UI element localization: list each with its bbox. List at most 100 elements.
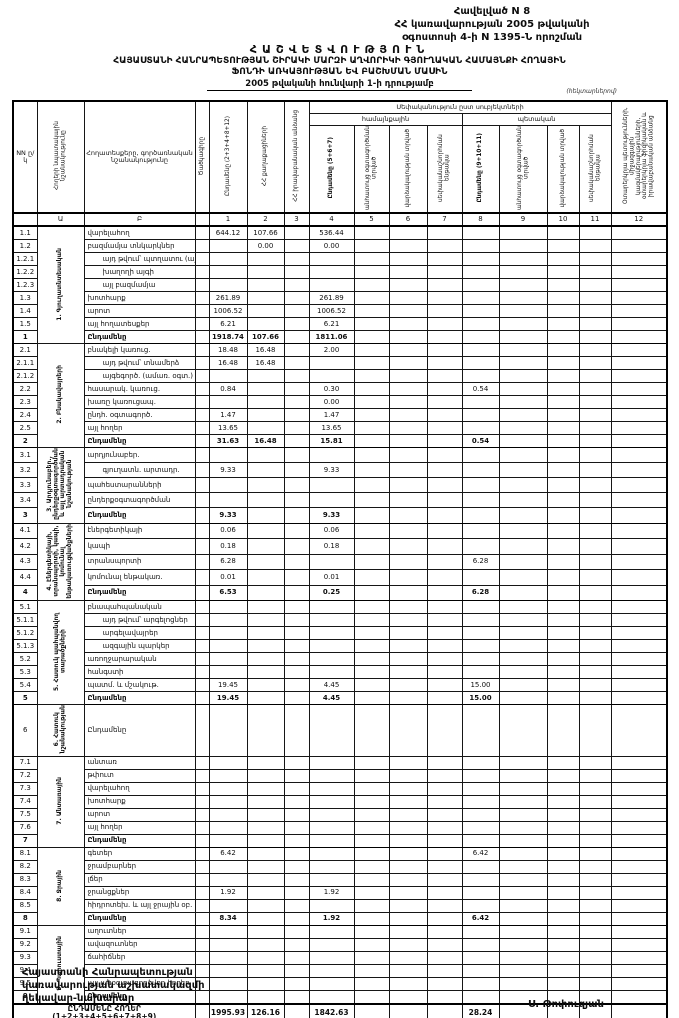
value-cell-c7 — [426, 225, 463, 241]
group-header-ownership: Սեփականություն ըստ սուբյեկտների — [308, 100, 612, 114]
value-cell-c4 — [308, 477, 355, 494]
value-cell-c11 — [578, 808, 612, 823]
value-cell-c3 — [283, 782, 310, 797]
col-number-c11: 11 — [578, 212, 612, 228]
value-cell-c12 — [610, 873, 668, 888]
row-number: 2.1 — [12, 343, 38, 358]
value-cell-c1: 0.18 — [208, 538, 248, 555]
row-number: 5.3 — [12, 665, 38, 680]
value-cell-c5 — [353, 795, 390, 810]
value-cell-c2 — [246, 507, 285, 524]
col-number-landtype: Բ — [83, 212, 196, 228]
value-cell-c5 — [353, 626, 390, 641]
code-cell — [194, 756, 210, 771]
row-number: 8.1 — [12, 847, 38, 862]
table-row: 8.4 ջրանցքներ 1.92 1.92 — [12, 886, 668, 901]
value-cell-c5 — [353, 569, 390, 586]
row-number: 5.2 — [12, 652, 38, 667]
value-cell-c7 — [426, 395, 463, 410]
section-label: 8. Ջրային — [36, 847, 85, 927]
value-cell-c12 — [610, 421, 668, 436]
value-cell-c6 — [388, 304, 428, 319]
value-cell-c8 — [461, 356, 500, 371]
grand-total-c6 — [388, 1003, 428, 1018]
value-cell-c11 — [578, 626, 612, 641]
value-cell-c7 — [426, 421, 463, 436]
value-cell-c5 — [353, 434, 390, 449]
value-cell-c6 — [388, 330, 428, 345]
value-cell-c9 — [498, 834, 548, 849]
value-cell-c8 — [461, 278, 500, 293]
signature-name: Ս. Թոփուզյան — [528, 999, 604, 1010]
value-cell-c5 — [353, 769, 390, 784]
value-cell-c6 — [388, 522, 428, 540]
row-number: 9.3 — [12, 951, 38, 966]
table-row: 8.3 լճեր — [12, 873, 668, 888]
value-cell-c4 — [308, 795, 355, 810]
value-cell-c11 — [578, 756, 612, 771]
signatory-title-block: Հայաստանի Հանրապետության կառավարության ա… — [22, 966, 205, 1005]
value-cell-c2: 16.48 — [246, 343, 285, 358]
col-header-c11: սեփականաշնորհման ենթակա — [578, 125, 612, 214]
row-number: 9.5 — [12, 977, 38, 992]
page-title: ՀԱՇՎԵՏՎՈՒԹՅՈՒՆ — [249, 43, 430, 56]
value-cell-c8 — [461, 343, 500, 358]
value-cell-c3 — [283, 691, 310, 706]
value-cell-c5 — [353, 447, 390, 464]
value-cell-c6 — [388, 382, 428, 397]
value-cell-c8 — [461, 522, 500, 540]
value-cell-c1 — [208, 899, 248, 914]
col-header-purpose: Հողերի նպատակային նշանակությունը — [36, 100, 85, 214]
value-cell-c3 — [283, 600, 310, 615]
value-cell-c2 — [246, 665, 285, 680]
value-cell-c7 — [426, 239, 463, 254]
value-cell-c1 — [208, 938, 248, 953]
value-cell-c5 — [353, 600, 390, 615]
value-cell-c5 — [353, 584, 390, 602]
grand-total-c8: 28.24 — [461, 1003, 500, 1018]
section-label: 6. Հատուկ նշանակության — [36, 704, 85, 758]
value-cell-c8 — [461, 834, 500, 849]
value-cell-c7 — [426, 538, 463, 555]
row-label: հասարակ. կառուց. — [83, 382, 196, 397]
table-row: 5 Ընդամենը 19.45 4.45 15.00 — [12, 691, 668, 706]
table-row: 3 Ընդամենը 9.33 9.33 — [12, 507, 668, 524]
row-label: այդ թվում՝ տնամերձ — [83, 356, 196, 371]
col-number-c9: 9 — [498, 212, 548, 228]
row-number: 2 — [12, 434, 38, 449]
value-cell-c5 — [353, 239, 390, 254]
grand-total-c7 — [426, 1003, 463, 1018]
table-row: 3.1 3. Արդյունաբեր., ընդերքօգտագործման և … — [12, 447, 668, 524]
section-label: 3. Արդյունաբեր., ընդերքօգտագործման և այլ… — [36, 447, 85, 524]
value-cell-c1 — [208, 278, 248, 293]
value-cell-c3 — [283, 317, 310, 332]
row-number: 4.1 — [12, 522, 38, 540]
value-cell-c6 — [388, 665, 428, 680]
table-row: 7.5 արոտ — [12, 808, 668, 823]
value-cell-c11 — [578, 873, 612, 888]
table-row: 8.1 8. Ջրային գետեր 6.42 6.42 — [12, 847, 668, 927]
value-cell-c12 — [610, 756, 668, 771]
row-number: 9.4 — [12, 964, 38, 979]
value-cell-c8 — [461, 951, 500, 966]
value-cell-c4 — [308, 769, 355, 784]
value-cell-c11 — [578, 553, 612, 571]
value-cell-c5 — [353, 860, 390, 875]
col-header-c12: Օտարերկրյա պետությունների, միջազգային կա… — [610, 100, 668, 214]
value-cell-c4 — [308, 964, 355, 979]
value-cell-c6 — [388, 553, 428, 571]
value-cell-c9 — [498, 665, 548, 680]
value-cell-c1: 13.65 — [208, 421, 248, 436]
value-cell-c7 — [426, 665, 463, 680]
value-cell-c8 — [461, 769, 500, 784]
value-cell-c3 — [283, 652, 310, 667]
value-cell-c1 — [208, 492, 248, 509]
value-cell-c6 — [388, 538, 428, 555]
code-cell — [194, 938, 210, 953]
value-cell-c11 — [578, 977, 612, 992]
col-number-purpose: Ա — [36, 212, 85, 228]
value-cell-c1 — [208, 626, 248, 641]
value-cell-c7 — [426, 704, 463, 758]
value-cell-c8: 6.28 — [461, 553, 500, 571]
row-label: կոմունալ ենթակառ. — [83, 569, 196, 586]
